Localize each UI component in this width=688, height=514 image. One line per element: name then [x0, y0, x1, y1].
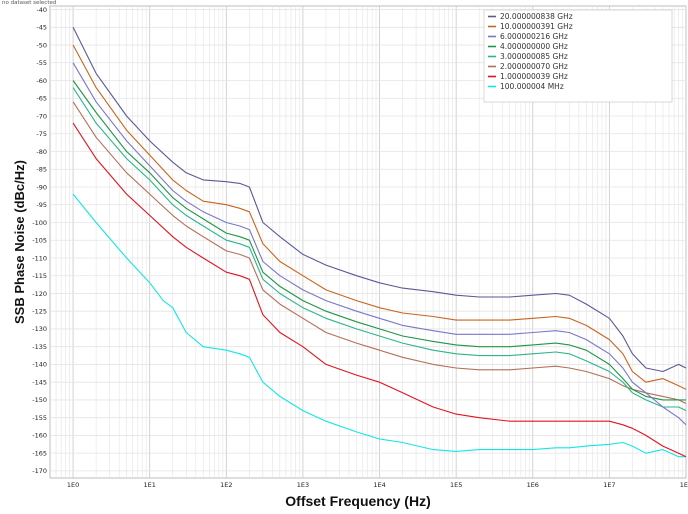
series-line	[72, 80, 686, 401]
legend-entry: 2.000000070 GHz	[500, 62, 568, 71]
x-tick-label: 1E4	[373, 481, 385, 489]
x-tick-label: 1E1	[143, 481, 155, 489]
y-tick-label: -55	[36, 59, 47, 67]
y-tick-label: -65	[36, 95, 47, 103]
y-tick-label: -90	[36, 183, 47, 191]
y-tick-label: -105	[32, 237, 47, 245]
y-tick-label: -40	[36, 6, 47, 14]
x-tick-label: 1E8	[680, 481, 688, 489]
series-line	[72, 101, 686, 404]
series-group	[72, 27, 686, 458]
y-tick-label: -45	[36, 24, 47, 32]
y-tick-label: -125	[32, 308, 47, 316]
y-axis-title: SSB Phase Noise (dBc/Hz)	[12, 160, 27, 324]
y-tick-label: -100	[32, 219, 47, 227]
y-tick-label: -130	[32, 325, 47, 333]
x-tick-label: 1E5	[450, 481, 462, 489]
legend-entry: 100.000004 MHz	[500, 82, 564, 91]
minor-grid	[55, 6, 683, 478]
y-tick-label: -155	[32, 414, 47, 422]
x-tick-label: 1E7	[603, 481, 615, 489]
y-tick-label: -75	[36, 130, 47, 138]
y-tick-label: -70	[36, 112, 47, 120]
y-tick-label: -110	[32, 254, 47, 262]
x-tick-label: 1E3	[297, 481, 309, 489]
y-tick-label: -85	[36, 166, 47, 174]
y-tick-label: -145	[32, 378, 47, 386]
legend-entry: 1.000000039 GHz	[500, 72, 568, 81]
legend-box	[483, 9, 673, 103]
y-tick-label: -160	[32, 432, 47, 440]
legend-entry: 6.000000216 GHz	[500, 32, 568, 41]
series-line	[72, 87, 686, 412]
y-tick-label: -120	[32, 290, 47, 298]
y-tick-label: -80	[36, 148, 47, 156]
series-line	[72, 62, 686, 426]
y-tick-label: -150	[32, 396, 47, 404]
y-tick-label: -115	[32, 272, 47, 280]
y-tick-label: -60	[36, 77, 47, 85]
legend-entry: 3.000000085 GHz	[500, 52, 568, 61]
legend-entry: 4.000000000 GHz	[500, 42, 568, 51]
series-line	[72, 44, 686, 390]
y-tick-label: -95	[36, 201, 47, 209]
y-tick-label: -140	[32, 361, 47, 369]
series-line	[72, 122, 686, 458]
y-tick-label: -170	[32, 467, 47, 475]
y-tick-label: -135	[32, 343, 47, 351]
x-axis-title: Offset Frequency (Hz)	[285, 493, 430, 509]
y-tick-label: -50	[36, 41, 47, 49]
legend-entry: 20.000000838 GHz	[500, 12, 573, 21]
series-line	[72, 27, 686, 373]
legend-entry: 10.000000391 GHz	[500, 22, 573, 31]
x-tick-label: 1E6	[527, 481, 539, 489]
x-tick-label: 1E2	[220, 481, 232, 489]
y-tick-label: -165	[32, 449, 47, 457]
x-tick-label: 1E0	[67, 481, 79, 489]
status-text: no dataset selected	[2, 0, 57, 6]
series-line	[72, 193, 686, 458]
